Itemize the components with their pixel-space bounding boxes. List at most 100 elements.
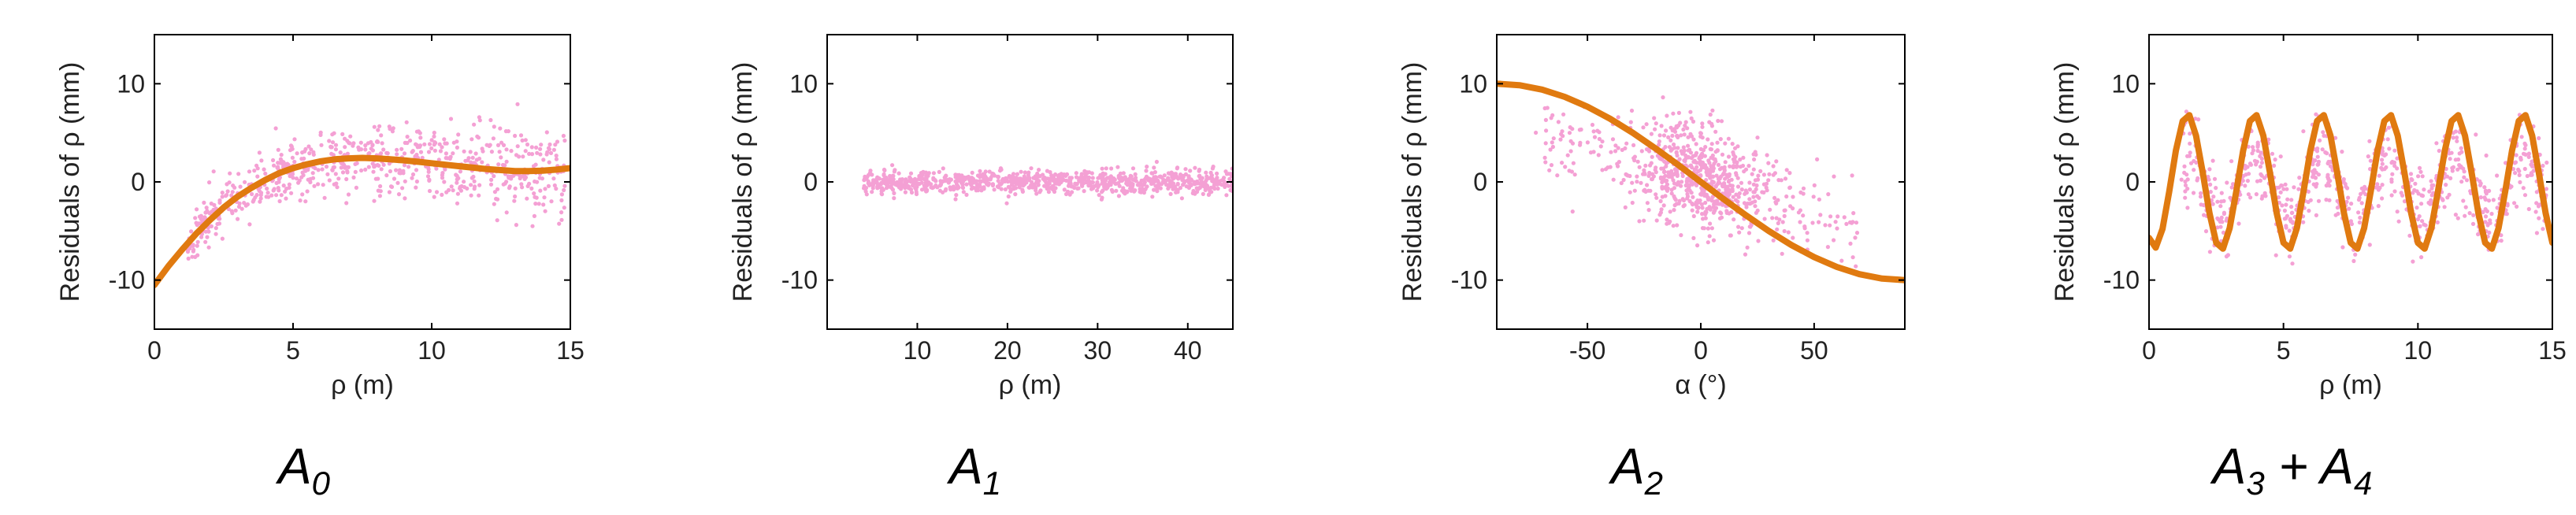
- scatter-point: [539, 143, 544, 147]
- scatter-point: [2451, 135, 2455, 140]
- scatter-point: [906, 186, 911, 191]
- scatter-point: [2325, 176, 2331, 180]
- scatter-point: [2484, 153, 2489, 158]
- scatter-point: [311, 152, 316, 157]
- scatter-point: [1700, 206, 1705, 210]
- scatter-point: [1065, 189, 1071, 194]
- scatter-point: [2375, 182, 2380, 187]
- scatter-point: [2411, 259, 2415, 264]
- scatter-point: [1826, 192, 1831, 197]
- scatter-point: [1801, 186, 1806, 191]
- scatter-point: [988, 177, 993, 182]
- scatter-point: [1674, 202, 1679, 206]
- scatter-point: [296, 180, 301, 185]
- scatter-point: [1621, 177, 1626, 183]
- scatter-point: [220, 191, 225, 195]
- scatter-point: [406, 165, 411, 169]
- scatter-point: [330, 140, 336, 145]
- scatter-point: [890, 187, 896, 192]
- scatter-point: [1630, 200, 1635, 206]
- scatter-point: [2534, 201, 2539, 206]
- scatter-point: [523, 138, 528, 143]
- scatter-point: [1720, 202, 1725, 207]
- scatter-point: [1679, 133, 1683, 138]
- scatter-point: [531, 164, 536, 169]
- scatter-point: [1650, 154, 1654, 159]
- scatter-point: [203, 239, 208, 244]
- scatter-point: [2374, 185, 2378, 190]
- scatter-point: [2455, 135, 2459, 140]
- scatter-point: [1672, 194, 1676, 198]
- scatter-point: [1738, 157, 1743, 162]
- scatter-point: [440, 172, 445, 177]
- scatter-point: [1193, 191, 1197, 196]
- scatter-point: [2344, 184, 2348, 189]
- scatter-point: [2541, 163, 2545, 169]
- scatter-point: [2199, 191, 2203, 196]
- scatter-point: [2544, 187, 2548, 191]
- scatter-point: [1080, 183, 1085, 188]
- scatter-point: [1555, 173, 1560, 178]
- scatter-point: [559, 210, 564, 215]
- scatter-point: [1798, 220, 1802, 224]
- scatter-point: [2537, 135, 2541, 141]
- scatter-point: [209, 224, 213, 228]
- scatter-point: [2478, 195, 2483, 200]
- scatter-point: [964, 182, 969, 187]
- scatter-point: [527, 181, 532, 186]
- scatter-point: [1097, 175, 1102, 180]
- scatter-point: [1766, 178, 1771, 183]
- scatter-point: [1700, 124, 1705, 129]
- scatter-point: [363, 167, 368, 172]
- scatter-point: [401, 169, 406, 173]
- scatter-point: [1074, 171, 1078, 176]
- scatter-point: [408, 138, 413, 143]
- scatter-point: [2526, 151, 2531, 156]
- scatter-point: [2380, 183, 2385, 187]
- scatter-point: [1624, 172, 1629, 177]
- scatter-point: [1100, 181, 1104, 186]
- scatter-point: [1707, 120, 1712, 124]
- scatter-point: [327, 178, 332, 183]
- y-tick-label: 10: [2111, 69, 2140, 98]
- scatter-point: [990, 182, 995, 187]
- scatter-point: [1542, 155, 1547, 160]
- scatter-point: [381, 147, 386, 152]
- scatter-point: [2346, 195, 2351, 200]
- scatter-point: [2495, 173, 2500, 178]
- scatter-point: [1691, 235, 1696, 240]
- scatter-point: [2526, 206, 2531, 212]
- scatter-point: [2179, 177, 2184, 182]
- scatter-point: [2188, 150, 2192, 155]
- scatter-point: [497, 150, 502, 154]
- scatter-point: [1183, 167, 1188, 172]
- scatter-point: [385, 151, 390, 156]
- scatter-point: [1043, 176, 1048, 180]
- scatter-point: [258, 193, 263, 198]
- scatter-point: [1731, 195, 1735, 199]
- scatter-point: [924, 189, 929, 194]
- scatter-point: [1140, 187, 1145, 191]
- scatter-point: [1716, 162, 1721, 167]
- scatter-point: [1658, 210, 1663, 215]
- scatter-point: [402, 151, 407, 156]
- scatter-point: [1031, 176, 1036, 180]
- scatter-point: [1695, 243, 1700, 248]
- scatter-point: [274, 193, 279, 198]
- scatter-point: [1639, 149, 1644, 154]
- scatter-point: [878, 182, 883, 187]
- scatter-point: [1833, 220, 1838, 224]
- scatter-point: [1150, 195, 1155, 199]
- scatter-point: [2193, 117, 2198, 121]
- scatter-point: [546, 146, 551, 150]
- scatter-point: [280, 162, 285, 167]
- scatter-point: [236, 172, 241, 176]
- scatter-point: [1767, 172, 1772, 176]
- scatter-point: [259, 158, 264, 163]
- scatter-point: [316, 182, 321, 187]
- x-tick-label: 0: [2142, 336, 2156, 365]
- scatter-point: [1561, 112, 1566, 117]
- scatter-point: [1197, 167, 1202, 172]
- scatter-point: [2314, 213, 2318, 217]
- scatter-point: [1062, 172, 1067, 177]
